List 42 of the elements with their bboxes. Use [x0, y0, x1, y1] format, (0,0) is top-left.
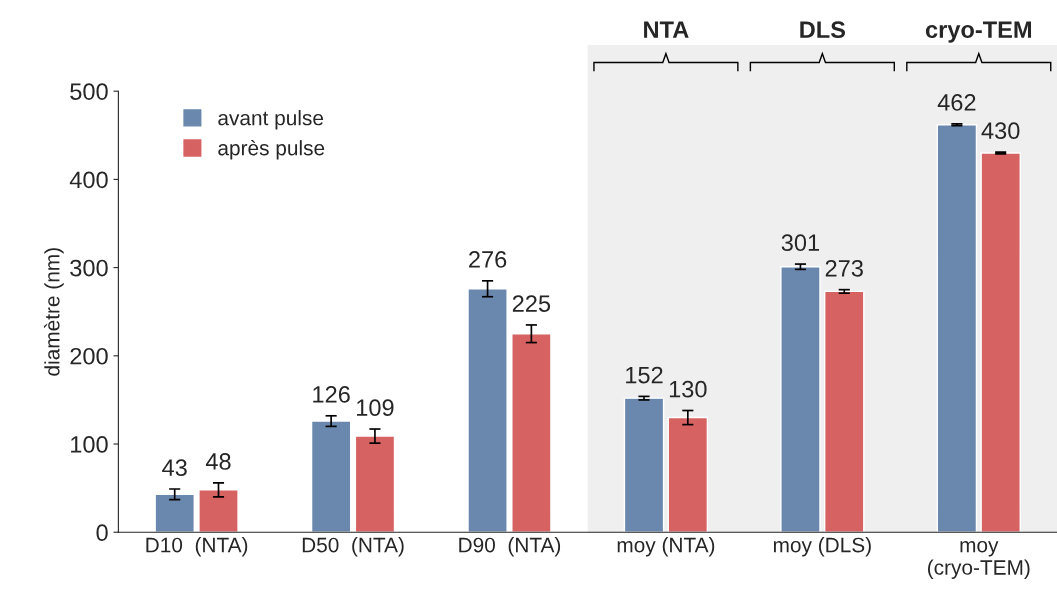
data-label: 462	[937, 94, 976, 111]
data-label: 126	[313, 386, 350, 403]
data-label: 109	[357, 399, 394, 417]
text: DLS	[800, 21, 846, 39]
bar	[198, 489, 239, 533]
legend-label: avant pulse	[218, 110, 324, 130]
x-tick-label: moy (DLS)	[773, 537, 871, 557]
data-label: 48	[205, 453, 231, 470]
x-tick-label: D10 (NTA)	[146, 537, 248, 557]
y-tick-label: 100	[71, 436, 108, 453]
data-label: 130	[669, 380, 707, 398]
y-tick-label: 0	[96, 524, 108, 542]
bar	[154, 493, 195, 533]
data-label: 43	[162, 459, 187, 477]
bar	[980, 152, 1021, 533]
y-tick-label: 400	[69, 171, 108, 189]
legend-label: après pulse	[218, 139, 325, 160]
bar	[667, 416, 709, 533]
x-tick-label: D90 (NTA)	[459, 537, 561, 557]
data-label: 430	[981, 122, 1020, 140]
bar	[354, 435, 396, 533]
x-tick-label: D50 (NTA)	[302, 537, 404, 557]
y-tick-label: 300	[70, 259, 108, 277]
bar	[823, 290, 865, 533]
data-label: 276	[469, 251, 507, 268]
bar	[936, 124, 978, 533]
y-tick-label: 200	[70, 347, 108, 365]
y-axis-title: diamètre (nm)	[44, 248, 64, 376]
x-tick-label: moy (cryo-TEM)	[928, 540, 1030, 579]
y-tick-label: 500	[70, 83, 108, 100]
data-label: 273	[825, 259, 863, 277]
data-label: 225	[512, 295, 551, 312]
text: NTA	[644, 21, 689, 38]
bar	[780, 266, 821, 533]
x-tick-label: moy (NTA)	[617, 537, 715, 557]
data-label: 152	[626, 366, 663, 384]
bar	[623, 397, 665, 533]
bar	[511, 333, 552, 533]
bar	[310, 420, 352, 533]
bar	[467, 288, 508, 533]
data-label: 301	[781, 234, 819, 252]
text: cryo-TEM	[925, 21, 1031, 43]
